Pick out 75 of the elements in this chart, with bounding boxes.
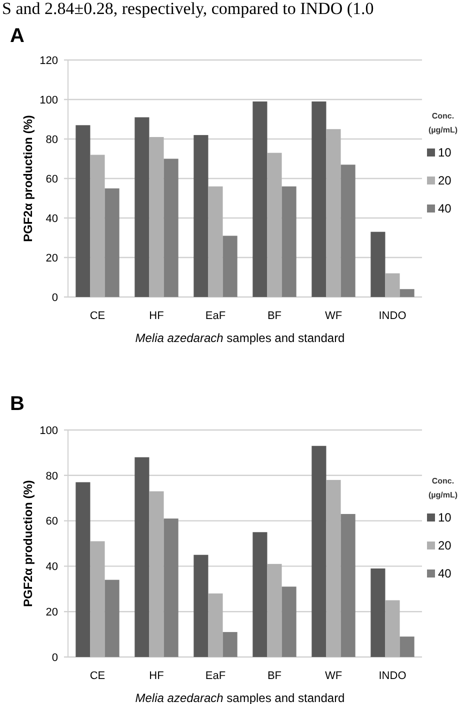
bar [400,636,414,657]
bar [149,491,164,657]
bar [400,289,414,297]
legend-label: 10 [438,146,452,160]
chart-title: B [10,393,24,415]
x-tick-label: CE [90,310,106,322]
bar [194,554,208,657]
legend-label: 20 [438,538,452,553]
legend-label: 40 [438,566,452,581]
bar [149,137,164,297]
bar [326,480,341,657]
x-tick-label: EaF [205,310,226,322]
y-tick-label: 100 [40,94,58,106]
y-tick-label: 40 [46,561,58,574]
x-tick-label: BF [267,670,282,682]
y-tick-label: 120 [40,54,58,67]
x-tick-label: WF [324,310,342,322]
bar [312,446,326,657]
bar [208,593,223,657]
bar [104,188,120,297]
legend-title: Conc. (µg/mL) [428,112,458,134]
bar [385,600,400,657]
bar [282,186,296,297]
x-tick-label: EaF [205,670,226,682]
legend-label: 40 [438,202,452,216]
x-axis-title: Melia azedarach samples and standard [135,331,345,345]
legend-label: 10 [438,510,452,525]
bar [90,154,105,297]
bar [76,125,90,297]
y-axis-title: PGF2α production (%) [21,480,35,607]
legend-title: Conc. (µg/mL) [428,476,458,500]
y-tick-label: 100 [40,424,58,437]
x-tick-label: HF [149,670,164,682]
y-axis-title: PGF2α production (%) [21,115,35,242]
x-tick-label: INDO [378,310,407,322]
y-tick-label: 80 [46,134,58,146]
bar [370,232,386,297]
x-tick-label: WF [324,670,342,682]
bar [267,152,282,297]
y-tick-label: 80 [46,470,58,482]
x-tick-label: HF [149,310,164,322]
x-tick-label: BF [267,310,282,322]
bar [104,580,120,657]
bar [252,532,268,657]
bar [370,568,386,657]
chart-title: A [10,25,24,47]
y-tick-label: 60 [46,173,58,186]
bar [208,186,223,297]
y-tick-label: 40 [46,212,58,225]
y-tick-label: 20 [46,252,58,264]
bar [252,101,268,297]
bar [222,632,238,657]
x-tick-label: INDO [378,670,407,682]
bar [267,564,282,657]
bar [282,586,296,657]
y-tick-label: 0 [52,652,58,664]
bar [385,273,400,297]
bar [134,117,150,297]
bar [222,236,238,297]
y-tick-label: 20 [46,606,58,618]
bar [134,457,150,657]
bar [326,129,341,297]
bar [340,514,356,657]
bar [312,101,326,297]
bar [164,518,178,657]
legend-label: 20 [438,174,452,188]
text: S and 2.84±0.28, respectively, compared to INDO (1.0 [2,0,374,18]
bar [164,158,178,297]
bar [340,164,356,297]
y-tick-label: 0 [52,292,58,304]
bar [194,135,208,297]
bar [90,541,105,657]
y-tick-label: 60 [46,516,58,528]
x-tick-label: CE [90,670,106,682]
bar [76,482,90,657]
